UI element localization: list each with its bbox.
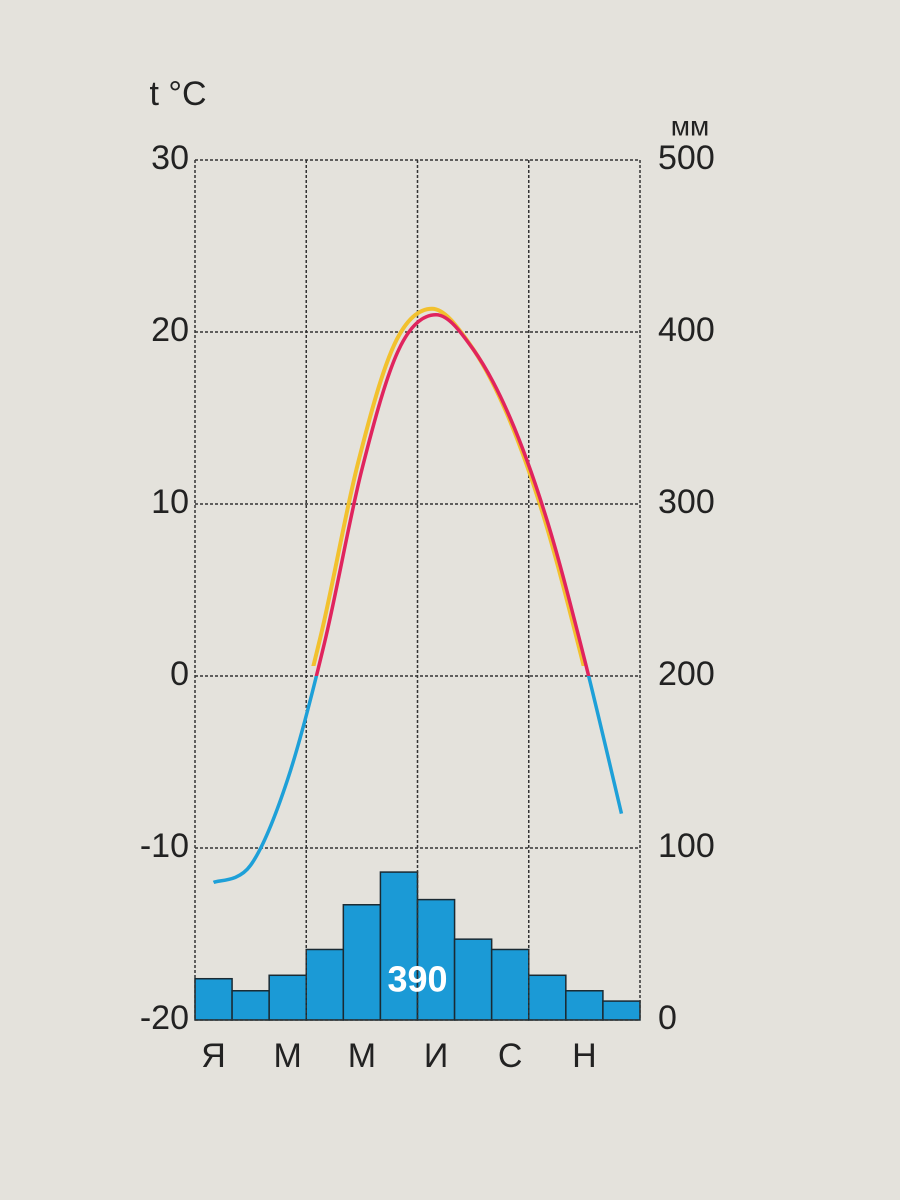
y-tick-label: 30 [151,139,189,177]
x-tick-label: Н [572,1037,597,1075]
y2-tick-label: 200 [658,655,715,693]
y2-tick-label: 100 [658,827,715,865]
precip-bar [268,974,307,1021]
precip-bar [342,904,382,1021]
y-tick-label: -20 [140,999,189,1037]
precip-bar [194,977,233,1021]
y2-tick-label: 400 [658,311,715,349]
x-tick-label: М [274,1037,302,1075]
precip-bar [231,990,270,1021]
temperature-line-group [212,306,624,885]
temperature-line [212,313,624,885]
precip-bar [379,871,419,1021]
precip-bar [305,948,345,1021]
x-tick-label: Я [201,1037,226,1075]
y-tick-label: 10 [151,483,189,521]
y-axis-label: t °C [149,75,206,113]
temperature-line-shadow [311,306,586,666]
y-tick-label: -10 [140,827,189,865]
total-precipitation: 390 [387,959,447,1000]
precip-bar [453,938,493,1021]
precip-bar [565,990,604,1021]
x-tick-label: М [348,1037,376,1075]
y2-axis-label: мм [671,110,710,141]
y2-tick-label: 500 [658,139,715,177]
x-tick-label: С [498,1037,523,1075]
precip-bar [416,898,456,1021]
x-tick-label: И [424,1037,448,1075]
y-tick-label: 20 [151,311,189,349]
precip-bar [528,974,567,1021]
y-tick-label: 0 [170,655,189,693]
precip-bar [490,948,530,1021]
y2-tick-label: 0 [658,999,677,1037]
precip-bar [602,1000,641,1021]
y2-tick-label: 300 [658,483,715,521]
